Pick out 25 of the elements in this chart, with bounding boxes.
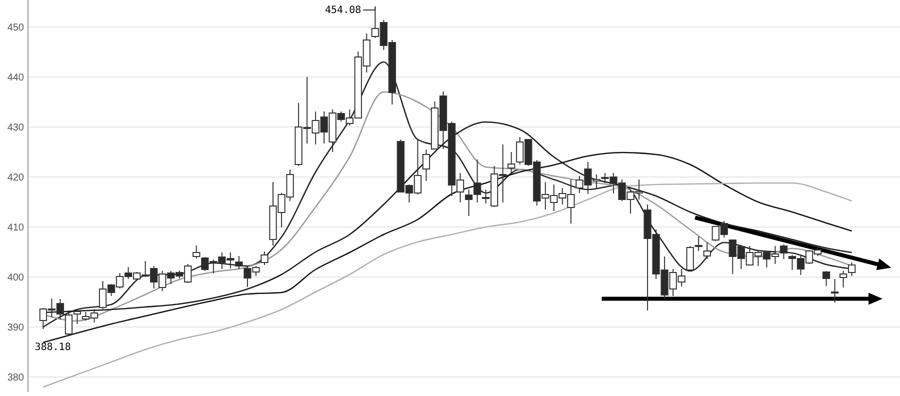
y-tick-label: 400	[7, 272, 24, 284]
y-tick-label: 430	[7, 122, 24, 134]
candlestick	[822, 270, 830, 286]
candlestick	[694, 236, 702, 252]
candlestick	[73, 308, 82, 324]
candlestick	[64, 310, 73, 337]
y-tick-label: 420	[7, 172, 24, 184]
candlestick	[508, 152, 516, 173]
y-tick-label: 390	[7, 322, 24, 334]
y-tick-label: 380	[7, 372, 24, 384]
candlestick	[192, 245, 200, 259]
annotation: 388.18	[34, 342, 71, 354]
candlestick	[686, 246, 694, 272]
y-tick-label: 450	[7, 22, 24, 34]
candlestick	[260, 251, 268, 266]
candlestick	[422, 149, 430, 182]
candlestick	[780, 244, 788, 260]
y-tick-label: 410	[7, 222, 24, 234]
candlestick	[703, 242, 711, 260]
y-tick-label: 440	[7, 72, 24, 84]
annotation: 454.08	[325, 5, 362, 16]
candlestick	[848, 262, 856, 276]
candlestick	[830, 278, 839, 303]
candlestick	[235, 256, 243, 270]
candlestick	[839, 270, 848, 288]
